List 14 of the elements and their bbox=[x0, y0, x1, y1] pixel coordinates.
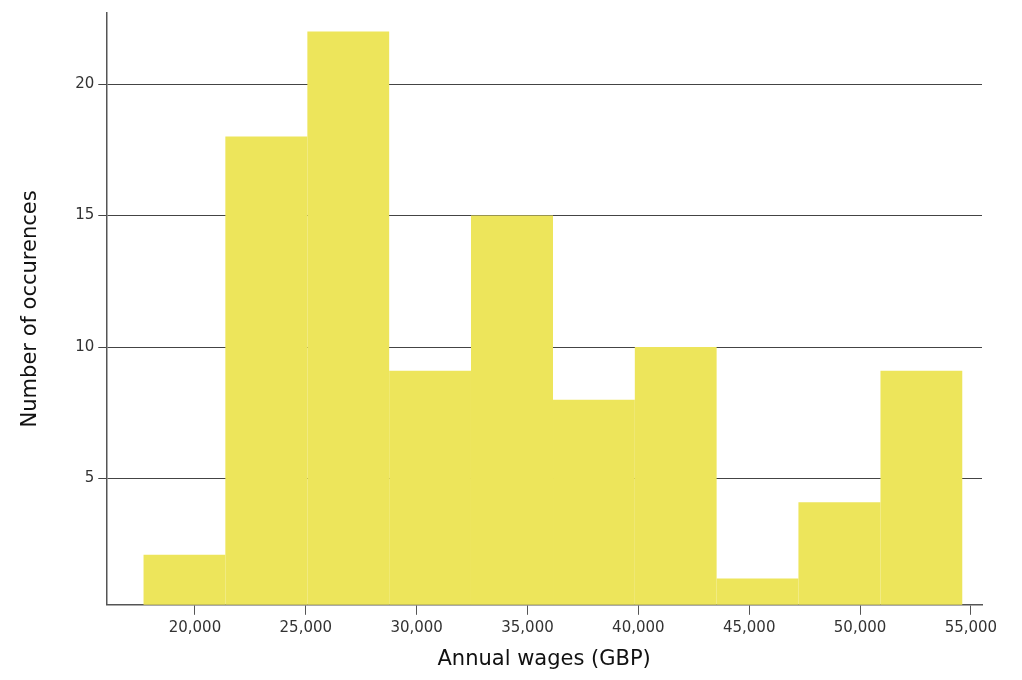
y-tick-label: 5 bbox=[84, 468, 95, 487]
y-tick-label: 10 bbox=[75, 336, 95, 355]
x-axis-title: Annual wages (GBP) bbox=[437, 645, 651, 670]
x-tick-label: 40,000 bbox=[612, 617, 665, 636]
y-tick-label: 20 bbox=[75, 73, 95, 92]
x-tick-label: 45,000 bbox=[722, 617, 776, 636]
x-tick-label: 30,000 bbox=[390, 617, 443, 636]
x-tick-label: 55,000 bbox=[944, 617, 998, 636]
y-axis-title: Number of occurences bbox=[17, 190, 42, 428]
x-tick-label: 25,000 bbox=[279, 617, 333, 636]
y-tick-label: 15 bbox=[75, 205, 95, 224]
x-tick-label: 50,000 bbox=[833, 617, 887, 636]
x-tick-label: 20,000 bbox=[168, 617, 222, 636]
x-tick-label: 35,000 bbox=[501, 617, 554, 636]
